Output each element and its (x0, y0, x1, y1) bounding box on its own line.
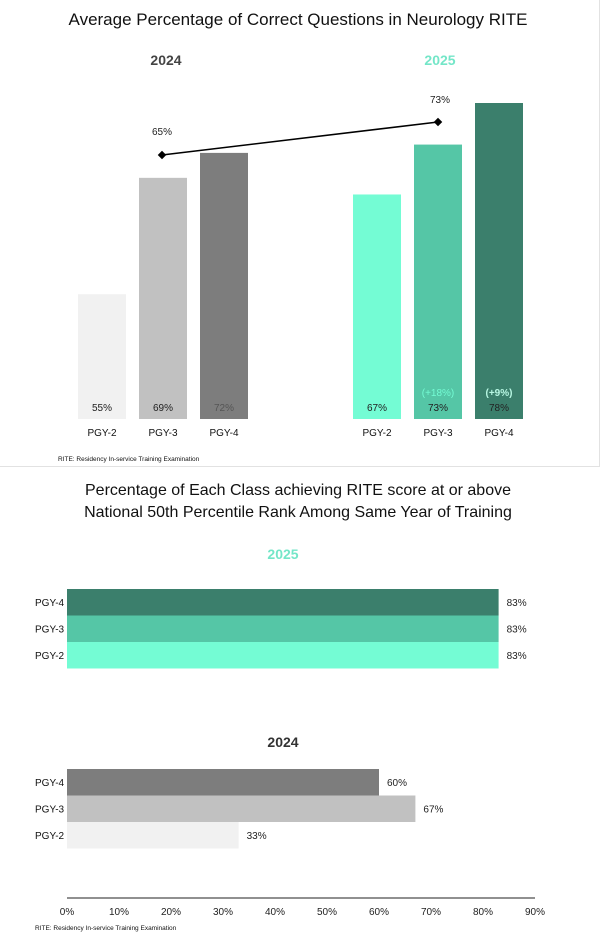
trend-label-2024: 65% (152, 127, 172, 138)
x-tick-label-40: 40% (265, 907, 285, 918)
chart2-group-2024-label: 2024 (267, 734, 298, 750)
hbar-category-2025-pgy-4: PGY-4 (35, 598, 65, 609)
category-label-2025-pgy-3: PGY-3 (423, 428, 453, 439)
chart2-x-axis: 0% 10% 20% 30% 40% 50% 60% 70% 80% 90% (60, 897, 545, 918)
hbar-category-2024-pgy-4: PGY-4 (35, 778, 65, 789)
hbar-2024-pgy-2 (67, 822, 239, 849)
bar-2025-pgy-4 (475, 103, 523, 419)
x-tick-label-80: 80% (473, 907, 493, 918)
category-label-2024-pgy-2: PGY-2 (87, 428, 117, 439)
bar-2024-pgy-3 (139, 177, 187, 419)
hbar-category-2025-pgy-3: PGY-3 (35, 624, 65, 635)
x-tick-label-50: 50% (317, 907, 337, 918)
chart2-group-2025-label: 2025 (267, 546, 298, 562)
trend-marker-2025 (433, 117, 443, 127)
hbar-value-2025-pgy-3: 83% (507, 624, 527, 635)
x-tick-label-30: 30% (213, 907, 233, 918)
trend-line-segment (161, 121, 439, 156)
chart1-bars: 55% PGY-2 69% PGY-3 72% PGY-4 67% PGY-2 73% (+18%… (78, 103, 523, 439)
hbar-value-2024-pgy-2: 33% (247, 831, 267, 842)
panel-divider (0, 466, 600, 467)
chart1-group-2025-label: 2025 (424, 52, 455, 68)
hbar-2025-pgy-2 (67, 642, 499, 669)
x-tick-label-70: 70% (421, 907, 441, 918)
hbar-value-2024-pgy-4: 60% (387, 778, 407, 789)
x-tick-label-0: 0% (60, 907, 75, 918)
hbar-value-2024-pgy-3: 67% (423, 804, 443, 815)
bar-2024-pgy-2 (78, 294, 126, 419)
category-label-2025-pgy-4: PGY-4 (484, 428, 514, 439)
chart2-title-line-1: Percentage of Each Class achieving RITE … (85, 482, 511, 499)
bar-2024-pgy-4 (200, 152, 248, 420)
hbar-category-2024-pgy-3: PGY-3 (35, 804, 65, 815)
chart1-trend-line: 65% 73% (152, 95, 450, 160)
value-label-2024-pgy-3: 69% (153, 403, 173, 414)
value-label-2025-pgy-3: 73% (428, 403, 448, 414)
x-tick-label-90: 90% (525, 907, 545, 918)
change-label-2025-pgy-4: (+9%) (486, 388, 513, 399)
change-label-2025-pgy-3: (+18%) (422, 388, 455, 399)
chart1-group-2024-label: 2024 (150, 52, 181, 68)
trend-label-2025: 73% (430, 95, 450, 106)
hbar-2025-pgy-4 (67, 589, 499, 616)
value-label-2024-pgy-2: 55% (92, 403, 112, 414)
chart1-title: Average Percentage of Correct Questions … (69, 10, 528, 29)
x-tick-label-60: 60% (369, 907, 389, 918)
hbar-category-2024-pgy-2: PGY-2 (35, 831, 65, 842)
bar-2025-pgy-2 (353, 194, 401, 419)
value-label-2025-pgy-2: 67% (367, 403, 387, 414)
category-label-2025-pgy-2: PGY-2 (362, 428, 392, 439)
hbar-value-2025-pgy-4: 83% (507, 598, 527, 609)
chart1-footnote: RITE: Residency In-service Training Exam… (58, 456, 200, 463)
hbar-category-2025-pgy-2: PGY-2 (35, 651, 65, 662)
chart2-bars: PGY-4 83% PGY-3 83% PGY-2 83% PGY-4 60% PGY-3 67%… (35, 589, 527, 849)
chart2-footnote: RITE: Residency In-service Training Exam… (35, 925, 177, 932)
x-tick-label-20: 20% (161, 907, 181, 918)
hbar-value-2025-pgy-2: 83% (507, 651, 527, 662)
hbar-2024-pgy-3 (67, 795, 416, 822)
value-label-2024-pgy-4: 72% (214, 403, 234, 414)
trend-marker-2024 (157, 150, 167, 160)
category-label-2024-pgy-3: PGY-3 (148, 428, 178, 439)
bar-2025-pgy-3 (414, 144, 462, 419)
value-label-2025-pgy-4: 78% (489, 403, 509, 414)
hbar-2024-pgy-4 (67, 769, 379, 796)
x-tick-label-10: 10% (109, 907, 129, 918)
chart2-title-line-2: National 50th Percentile Rank Among Same… (84, 504, 512, 521)
category-label-2024-pgy-4: PGY-4 (209, 428, 239, 439)
hbar-2025-pgy-3 (67, 615, 499, 642)
